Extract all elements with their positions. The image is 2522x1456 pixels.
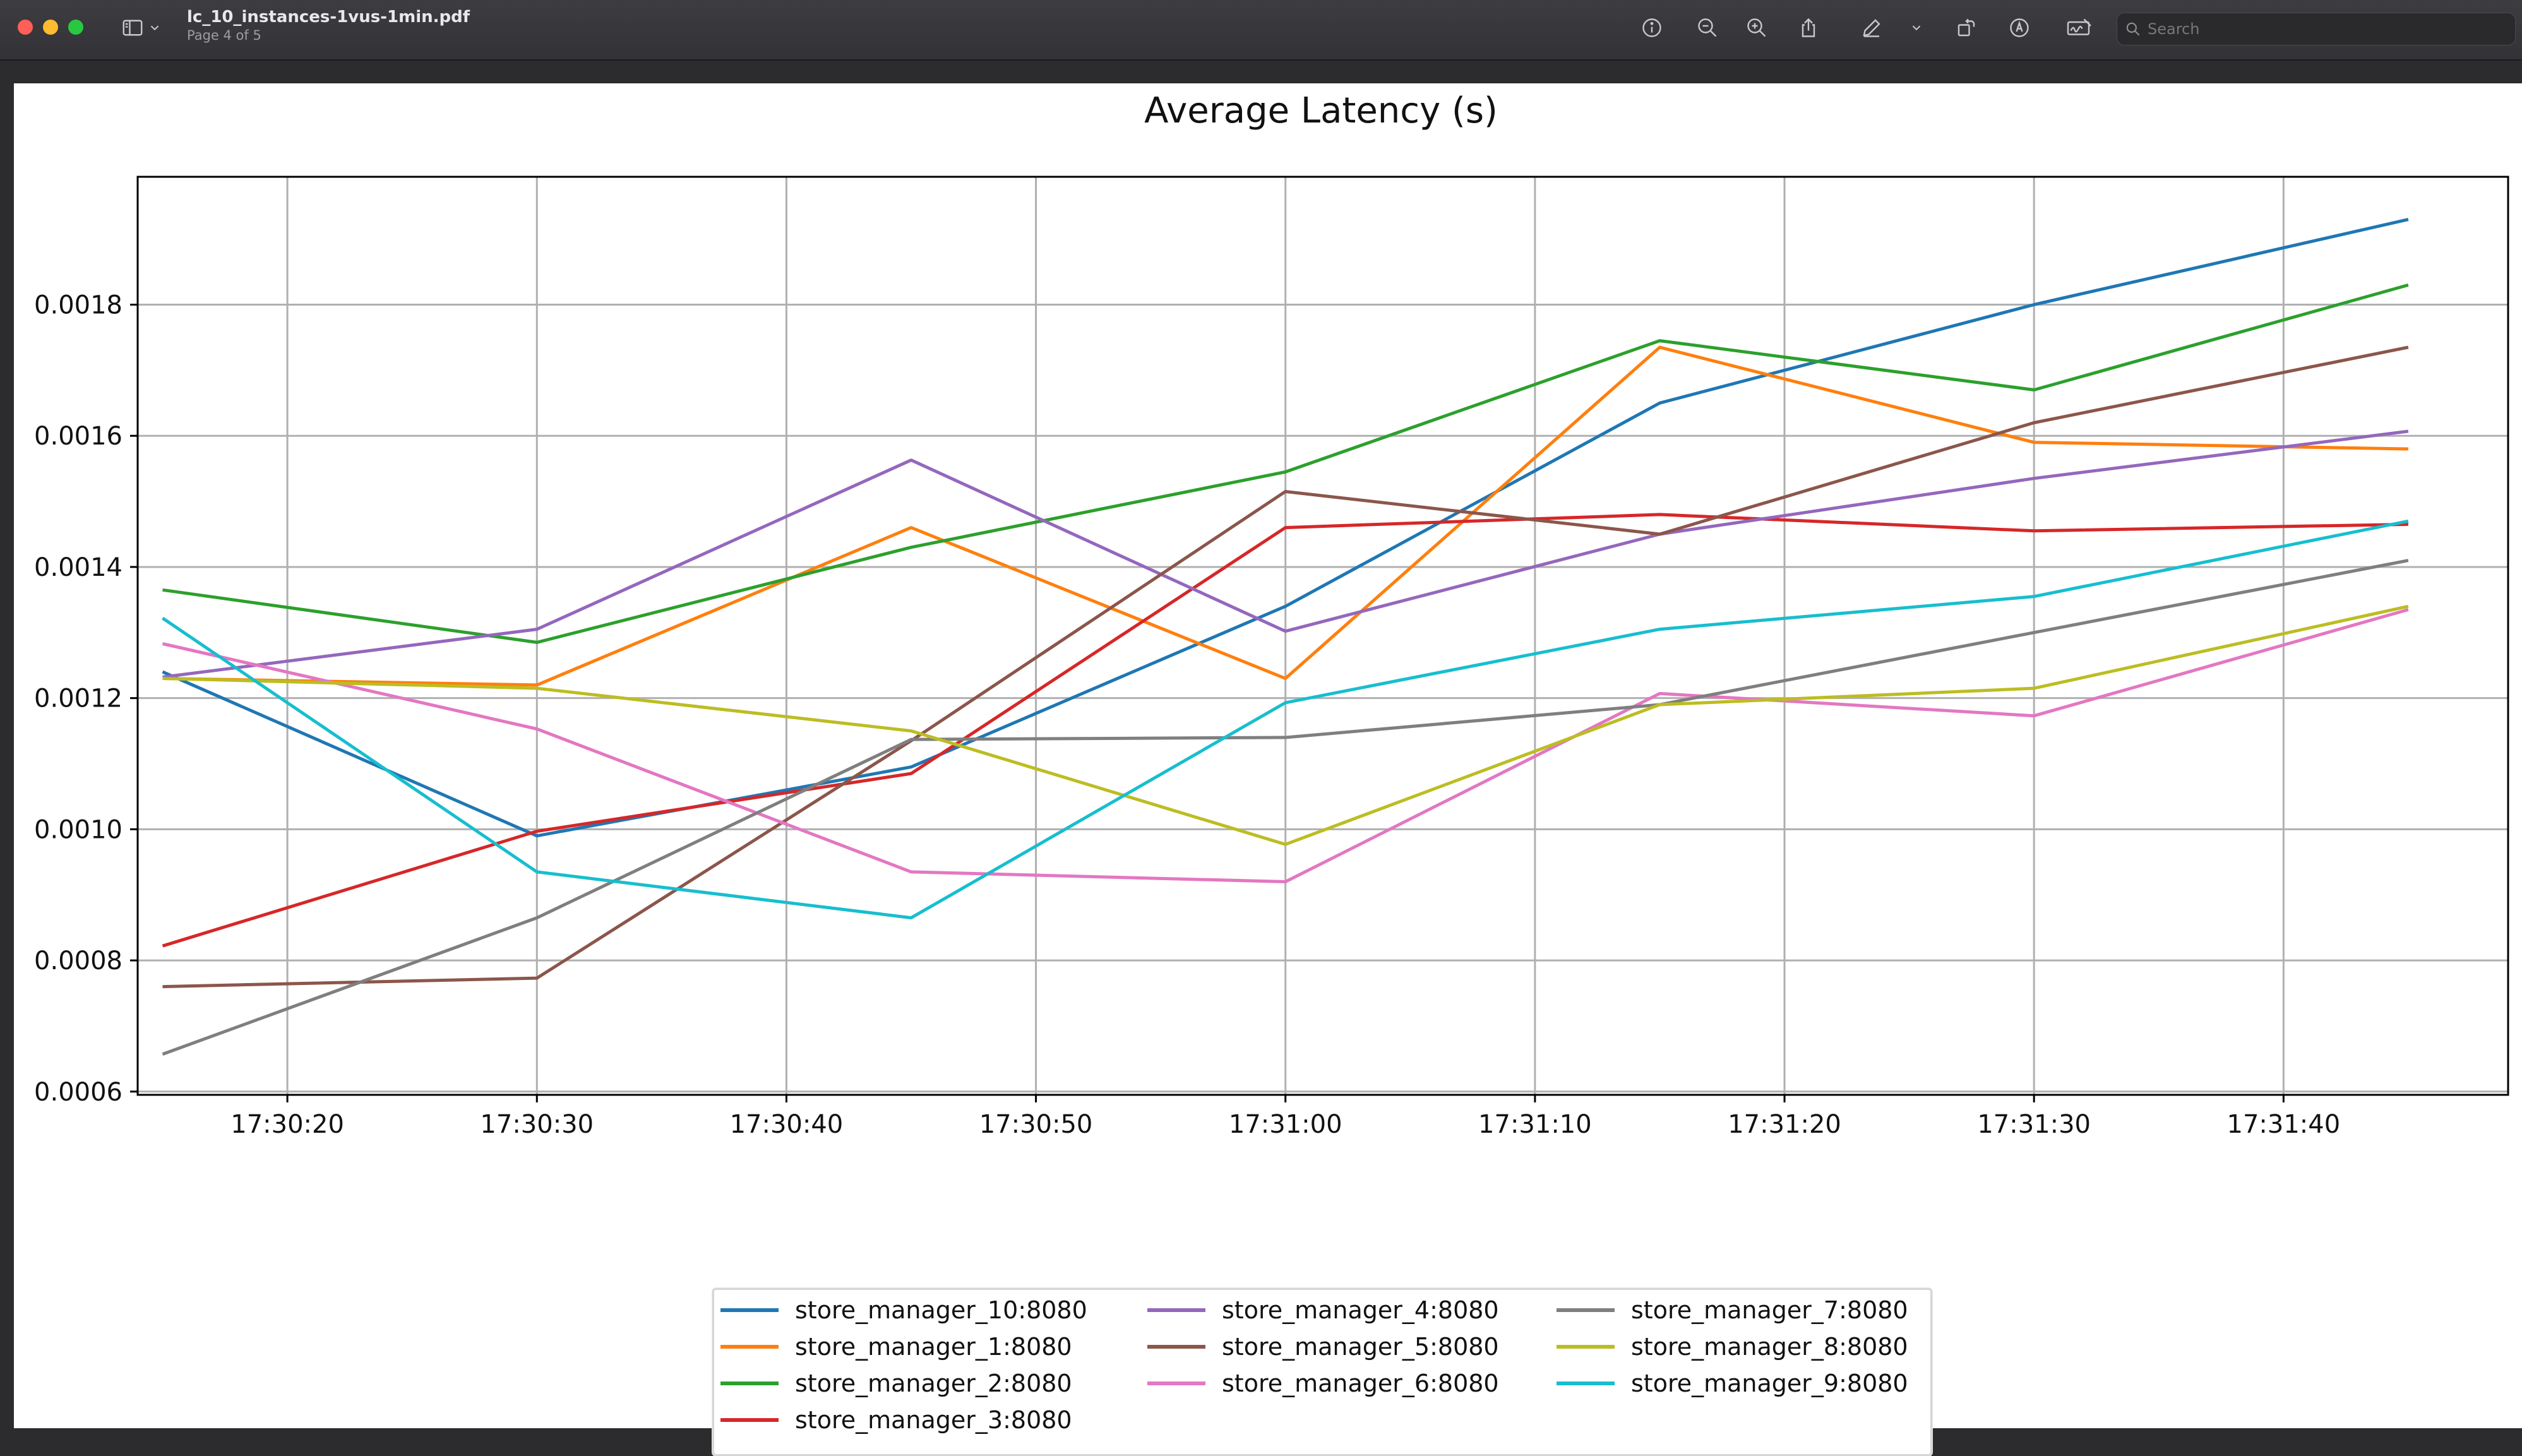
legend-item: store_manager_7:8080 bbox=[1557, 1294, 1908, 1327]
sidebar-menu-button[interactable] bbox=[145, 11, 164, 44]
legend-item: store_manager_6:8080 bbox=[1147, 1367, 1499, 1400]
pdf-page: Average Latency (s) 17:30:20 17:30:30 17:3… bbox=[14, 83, 2522, 1428]
chart-title: Average Latency (s) bbox=[1144, 90, 1498, 131]
zoom-in-icon bbox=[1747, 18, 1766, 37]
legend-item: store_manager_2:8080 bbox=[720, 1367, 1072, 1400]
legend-label: store_manager_5:8080 bbox=[1222, 1333, 1499, 1361]
x-tick-label: 17:31:40 bbox=[2227, 1110, 2341, 1139]
legend-label: store_manager_9:8080 bbox=[1631, 1369, 1908, 1397]
legend-swatch bbox=[1147, 1381, 1205, 1385]
series-line-store-manager-2-8080 bbox=[162, 283, 2409, 644]
info-button[interactable] bbox=[1634, 11, 1670, 44]
x-tick-label: 17:30:40 bbox=[730, 1110, 844, 1139]
legend-swatch bbox=[720, 1418, 779, 1422]
legend-label: store_manager_2:8080 bbox=[795, 1369, 1072, 1397]
legend-label: store_manager_4:8080 bbox=[1222, 1296, 1499, 1324]
zoom-out-icon bbox=[1698, 18, 1717, 37]
signature-icon bbox=[2067, 18, 2091, 35]
legend-swatch bbox=[720, 1345, 779, 1349]
series-line-store-manager-5-8080 bbox=[162, 345, 2409, 989]
x-tick-label: 17:31:00 bbox=[1229, 1110, 1342, 1139]
legend-swatch bbox=[720, 1308, 779, 1312]
x-tick-label: 17:31:20 bbox=[1728, 1110, 1841, 1139]
zoom-in-button[interactable] bbox=[1739, 11, 1774, 44]
legend-swatch bbox=[720, 1381, 779, 1385]
series-lines bbox=[162, 218, 2409, 1056]
legend-item: store_manager_1:8080 bbox=[720, 1330, 1072, 1363]
x-tick-label: 17:30:50 bbox=[979, 1110, 1093, 1139]
legend-item: store_manager_4:8080 bbox=[1147, 1294, 1499, 1327]
legend-item: store_manager_8:8080 bbox=[1557, 1330, 1908, 1363]
series-line-store-manager-1-8080 bbox=[162, 345, 2408, 687]
window-toolbar: lc_10_instances-1vus-1min.pdf Page 4 of … bbox=[0, 0, 2522, 61]
maximize-window-button[interactable] bbox=[68, 20, 83, 35]
pen-icon bbox=[1863, 19, 1880, 37]
series-line-store-manager-8-8080 bbox=[162, 604, 2409, 846]
y-tick-label: 0.0010 bbox=[34, 815, 123, 844]
legend-item: store_manager_5:8080 bbox=[1147, 1330, 1499, 1363]
info-icon bbox=[1642, 18, 1661, 37]
legend-swatch bbox=[1147, 1345, 1205, 1349]
series-line-store-manager-6-8080 bbox=[162, 608, 2409, 883]
series-line-store-manager-3-8080 bbox=[162, 513, 2408, 948]
y-tick-label: 0.0014 bbox=[34, 553, 123, 582]
pen-menu-button[interactable] bbox=[1907, 11, 1926, 44]
legend-swatch bbox=[1557, 1345, 1615, 1349]
markup-icon bbox=[2010, 18, 2029, 37]
legend-label: store_manager_6:8080 bbox=[1222, 1369, 1499, 1397]
rotate-icon bbox=[1957, 18, 1975, 37]
legend-label: store_manager_3:8080 bbox=[795, 1406, 1072, 1434]
share-button[interactable] bbox=[1791, 11, 1826, 44]
chart-legend: store_manager_10:8080 store_manager_1:808… bbox=[712, 1288, 1932, 1456]
y-tick-label: 0.0012 bbox=[34, 684, 123, 713]
markup-pen-button[interactable] bbox=[1854, 11, 1889, 44]
legend-label: store_manager_8:8080 bbox=[1631, 1333, 1908, 1361]
legend-swatch bbox=[1557, 1308, 1615, 1312]
legend-swatch bbox=[1557, 1381, 1615, 1385]
search-field[interactable] bbox=[2117, 13, 2516, 45]
document-title: lc_10_instances-1vus-1min.pdf bbox=[187, 8, 470, 27]
share-icon bbox=[1802, 18, 1815, 37]
series-line-store-manager-9-8080 bbox=[162, 519, 2409, 920]
latency-line-chart: Average Latency (s) 17:30:20 17:30:30 17:3… bbox=[34, 90, 2509, 1139]
markup-button[interactable] bbox=[2002, 11, 2037, 44]
y-tick-label: 0.0008 bbox=[34, 946, 123, 976]
x-tick-label: 17:30:30 bbox=[480, 1110, 594, 1139]
series-line-store-manager-10-8080 bbox=[162, 218, 2409, 838]
series-line-store-manager-7-8080 bbox=[162, 559, 2409, 1056]
y-tick-label: 0.0006 bbox=[34, 1078, 123, 1107]
x-tick-label: 17:30:20 bbox=[230, 1110, 344, 1139]
x-tick-label: 17:31:10 bbox=[1478, 1110, 1592, 1139]
minimize-window-button[interactable] bbox=[43, 20, 58, 35]
sidebar-icon bbox=[123, 20, 143, 36]
x-tick-label: 17:31:30 bbox=[1977, 1110, 2091, 1139]
legend-item: store_manager_9:8080 bbox=[1557, 1367, 1908, 1400]
chevron-down-icon bbox=[150, 25, 159, 31]
plot-area-frame bbox=[136, 176, 2509, 1096]
legend-item: store_manager_10:8080 bbox=[720, 1294, 1087, 1327]
signature-button[interactable] bbox=[2060, 11, 2099, 44]
sidebar-toggle-button[interactable] bbox=[115, 11, 150, 44]
search-input[interactable] bbox=[2146, 17, 2502, 41]
legend-label: store_manager_7:8080 bbox=[1631, 1296, 1908, 1324]
y-tick-label: 0.0018 bbox=[34, 291, 123, 320]
legend-swatch bbox=[1147, 1308, 1205, 1312]
y-tick-label: 0.0016 bbox=[34, 422, 123, 451]
rotate-button[interactable] bbox=[1949, 11, 1984, 44]
legend-label: store_manager_1:8080 bbox=[795, 1333, 1072, 1361]
chevron-down-icon bbox=[1912, 25, 1921, 31]
page-indicator: Page 4 of 5 bbox=[187, 28, 261, 43]
zoom-out-button[interactable] bbox=[1690, 11, 1725, 44]
legend-label: store_manager_10:8080 bbox=[795, 1296, 1087, 1324]
y-axis: 0.0006 0.0008 0.0010 0.0012 0.0014 0.0016 0.00… bbox=[34, 291, 138, 1107]
series-line-store-manager-4-8080 bbox=[162, 429, 2409, 679]
legend-item: store_manager_3:8080 bbox=[720, 1404, 1072, 1436]
x-axis: 17:30:20 17:30:30 17:30:40 17:30:50 17:31:00… bbox=[230, 1095, 2340, 1139]
search-icon bbox=[2126, 22, 2140, 36]
close-window-button[interactable] bbox=[18, 20, 33, 35]
